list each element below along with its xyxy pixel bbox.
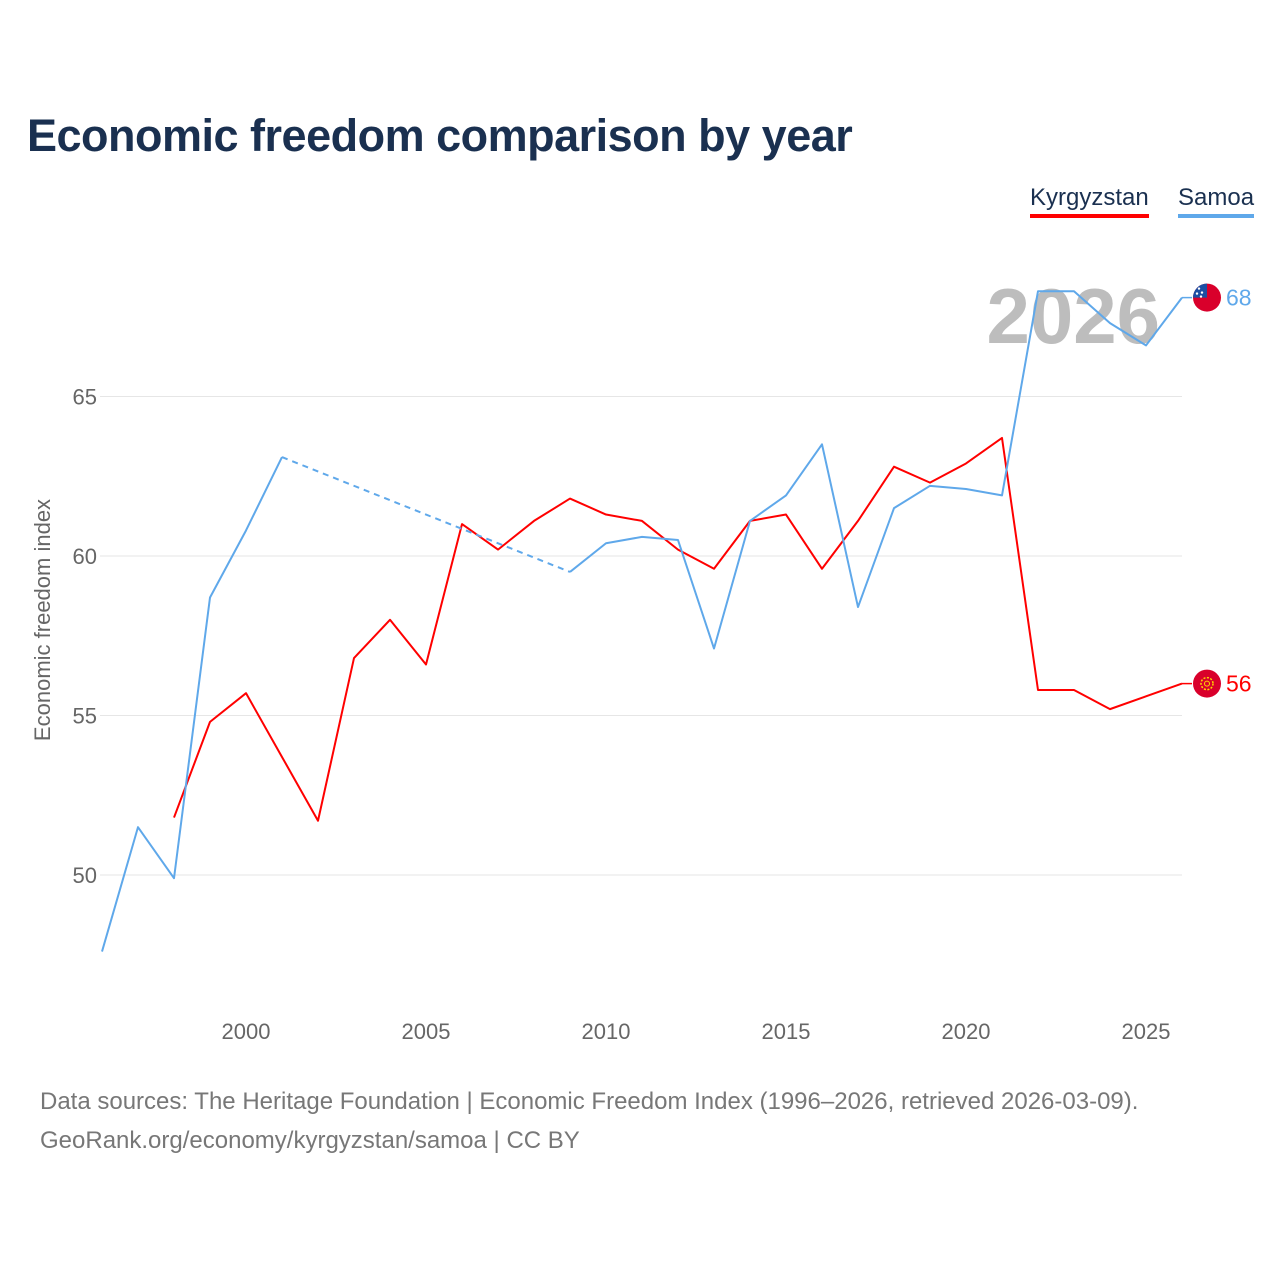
x-tick-label: 2005: [402, 1019, 451, 1044]
y-tick-label: 60: [73, 544, 97, 569]
footer-url: GeoRank.org/economy/kyrgyzstan/samoa | C…: [40, 1127, 580, 1154]
legend-kyrgyzstan[interactable]: Kyrgyzstan: [1030, 184, 1149, 218]
series-line-kyrgyzstan: [173, 436, 1183, 822]
flag-sun: [1200, 676, 1214, 691]
x-tick-label: 2015: [762, 1019, 811, 1044]
x-tick-label: 2025: [1122, 1019, 1171, 1044]
flag-star: [1199, 295, 1203, 298]
footer-sources: Data sources: The Heritage Foundation | …: [40, 1088, 1139, 1115]
x-tick-label: 2010: [582, 1019, 631, 1044]
end-value-label: 68: [1226, 285, 1252, 311]
series-line-samoa: [101, 456, 283, 952]
x-tick-label: 2020: [942, 1019, 991, 1044]
series-line-samoa: [569, 290, 1183, 650]
end-value-label: 56: [1226, 671, 1252, 697]
y-axis-label: Economic freedom index: [30, 499, 55, 741]
flag-canton: [1193, 283, 1207, 298]
year-watermark: 2026: [986, 272, 1160, 360]
flag-star: [1197, 287, 1201, 290]
x-tick-label: 2000: [222, 1019, 271, 1044]
flag-star: [1200, 291, 1204, 294]
flag-star: [1195, 292, 1199, 295]
flag-sun-core: [1204, 680, 1210, 687]
series-gap-dashed: [281, 456, 571, 573]
y-tick-label: 65: [73, 385, 97, 410]
legend-samoa[interactable]: Samoa: [1178, 184, 1255, 218]
y-tick-label: 55: [73, 704, 97, 729]
samoa-flag-icon: [1193, 283, 1221, 312]
kyrgyzstan-flag-icon: [1193, 669, 1221, 698]
chart-title: Economic freedom comparison by year: [27, 110, 853, 161]
flag-circle: [1193, 669, 1221, 698]
y-tick-label: 50: [73, 863, 97, 888]
